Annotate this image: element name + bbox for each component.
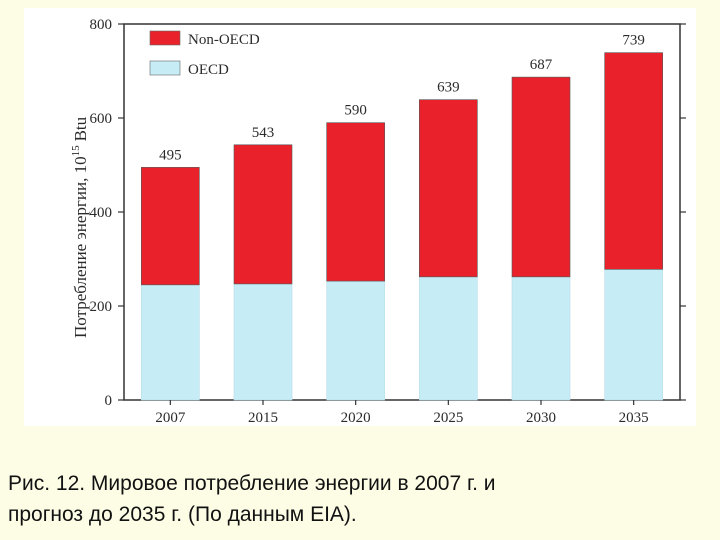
figure-caption: Рис. 12. Мировое потребление энергии в 2… (8, 468, 708, 530)
bar-oecd-2020 (326, 280, 385, 401)
total-label-2015: 543 (252, 125, 275, 141)
bar-non-oecd-2020 (326, 122, 385, 282)
bar-oecd-2015 (233, 283, 293, 401)
caption-line-1: Рис. 12. Мировое потребление энергии в 2… (8, 472, 496, 495)
x-tick-label-2030: 2030 (526, 410, 556, 426)
bar-non-oecd-2007 (141, 167, 200, 286)
bar-oecd-2035 (604, 269, 663, 401)
legend-swatch-oecd (149, 60, 181, 76)
y-tick-label: 400 (90, 205, 113, 221)
legend-swatch-non-oecd (149, 30, 181, 46)
total-label-2007: 495 (159, 147, 182, 163)
y-tick-label: 800 (90, 17, 113, 33)
y-tick-label: 200 (90, 299, 113, 315)
bar-non-oecd-2015 (233, 144, 293, 285)
bar-oecd-2025 (419, 276, 478, 401)
total-label-2035: 739 (622, 33, 645, 49)
bar-oecd-2030 (511, 276, 571, 401)
bar-non-oecd-2030 (511, 76, 571, 278)
bar-chart: 495 543 590 639 687 739 2007 2015 2020 2025 2030 2… (70, 17, 686, 426)
bar-oecd-2007 (141, 284, 200, 401)
x-tick-label-2025: 2025 (433, 410, 463, 426)
bar-non-oecd-2025 (419, 99, 478, 278)
bar-non-oecd-2035 (604, 52, 663, 270)
legend-label-oecd: OECD (188, 62, 229, 78)
y-tick-label: 600 (90, 111, 113, 127)
x-tick-label-2020: 2020 (341, 410, 371, 426)
x-tick-label-2015: 2015 (248, 410, 278, 426)
total-label-2020: 590 (344, 103, 367, 119)
legend-label-non-oecd: Non-OECD (188, 32, 260, 48)
y-tick-label: 0 (105, 393, 113, 409)
x-tick-label-2007: 2007 (155, 410, 186, 426)
total-label-2030: 687 (530, 57, 553, 73)
chart-panel: 495 543 590 639 687 739 2007 2015 2020 2025 2030 2… (24, 8, 696, 426)
total-label-2025: 639 (437, 80, 460, 96)
caption-line-2: прогноз до 2035 г. (По данным EIA). (8, 503, 357, 526)
x-tick-label-2035: 2035 (619, 410, 649, 426)
y-axis-label: Потребление энергии, 1015Btu (70, 116, 90, 338)
plot-frame (123, 23, 681, 401)
